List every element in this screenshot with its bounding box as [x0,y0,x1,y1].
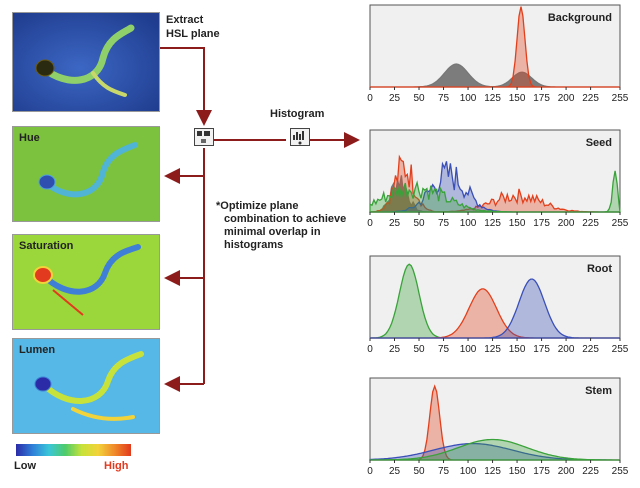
lumen-plane-image: Lumen [12,338,160,434]
arrow-photo-to-extract [160,47,212,126]
x-tick-label: 225 [582,218,599,229]
optimize-note: *Optimize plane combination to achieve m… [216,200,346,252]
x-tick-label: 0 [367,344,373,355]
x-tick-label: 125 [484,218,501,229]
x-tick-label: 255 [612,466,629,477]
x-tick-label: 255 [612,344,629,355]
x-tick-label: 175 [533,218,550,229]
x-tick-label: 225 [582,466,599,477]
legend-low-label: Low [14,460,36,472]
x-tick-label: 75 [438,344,450,355]
x-tick-label: 200 [558,466,575,477]
x-tick-label: 225 [582,344,599,355]
x-tick-label: 100 [460,344,477,355]
x-tick-label: 225 [582,93,599,104]
saturation-plane-graphic [33,244,141,316]
x-tick-label: 25 [389,218,401,229]
hsl-plane-label: HSL plane [166,28,220,40]
lumen-label: Lumen [19,344,56,356]
histogram-chart-seed: Seed 0 25 50 75 100 125 150 175 200 225 255 [367,129,629,229]
hue-label: Hue [19,132,40,144]
x-tick-label: 125 [484,344,501,355]
x-tick-label: 100 [460,466,477,477]
note-line-3: minimal overlap in [224,226,321,238]
extract-label: Extract [166,14,204,26]
histogram-title: Stem [585,385,612,397]
x-tick-label: 150 [509,93,526,104]
saturation-label: Saturation [19,240,74,252]
x-tick-label: 150 [509,466,526,477]
hue-plane-graphic [38,142,138,198]
x-tick-label: 75 [438,93,450,104]
histogram-title: Background [548,12,612,24]
histogram-label: Histogram [270,108,325,120]
histogram-chart-background: Background 0 25 50 75 100 125 150 175 200 225 255 [367,4,629,104]
x-tick-label: 50 [413,466,425,477]
x-tick-label: 175 [533,466,550,477]
histogram-series-green [370,438,620,461]
lumen-plane-graphic [34,351,144,421]
note-line-4: histograms [224,239,284,251]
x-tick-label: 75 [438,466,450,477]
histogram-series-red [370,6,620,88]
x-tick-label: 25 [389,466,401,477]
x-tick-label: 50 [413,344,425,355]
histogram-chart-root: Root 0 25 50 75 100 125 150 175 200 225 255 [367,255,629,355]
histogram-plot-area [369,255,621,339]
histogram-title: Seed [586,137,612,149]
x-tick-label: 100 [460,218,477,229]
x-tick-label: 255 [612,218,629,229]
x-tick-label: 125 [484,93,501,104]
x-tick-label: 100 [460,93,477,104]
histogram-series-green [369,170,621,213]
note-line-1: *Optimize plane [216,200,299,212]
histogram-block-icon [290,128,310,146]
x-tick-label: 25 [389,344,401,355]
x-tick-label: 75 [438,218,450,229]
x-tick-label: 175 [533,344,550,355]
note-line-2: combination to achieve [224,213,347,225]
seedling-photo-image [13,13,159,111]
hue-plane-image: Hue [12,126,160,222]
histogram-glyph [293,131,304,145]
legend-high-label: High [104,460,129,472]
x-tick-label: 200 [558,218,575,229]
saturation-plane-image: Saturation [12,234,160,330]
x-tick-label: 150 [509,218,526,229]
x-tick-label: 0 [367,93,373,104]
x-tick-label: 0 [367,218,373,229]
histogram-plot-area [369,4,621,88]
histogram-title: Root [587,263,612,275]
x-tick-label: 255 [612,93,629,104]
x-tick-label: 150 [509,344,526,355]
x-tick-label: 50 [413,218,425,229]
extract-plane-glyph [197,131,210,143]
x-tick-label: 200 [558,93,575,104]
x-tick-label: 125 [484,466,501,477]
histogram-chart-stem: Stem 0 25 50 75 100 125 150 175 200 225 255 [367,377,629,477]
histogram-series-blue [370,278,620,339]
x-tick-label: 25 [389,93,401,104]
x-tick-label: 200 [558,344,575,355]
x-tick-label: 175 [533,93,550,104]
x-tick-label: 50 [413,93,425,104]
source-photo [12,12,160,112]
color-scale-bar [16,444,131,456]
x-tick-label: 0 [367,466,373,477]
extract-plane-block-icon [194,128,214,146]
